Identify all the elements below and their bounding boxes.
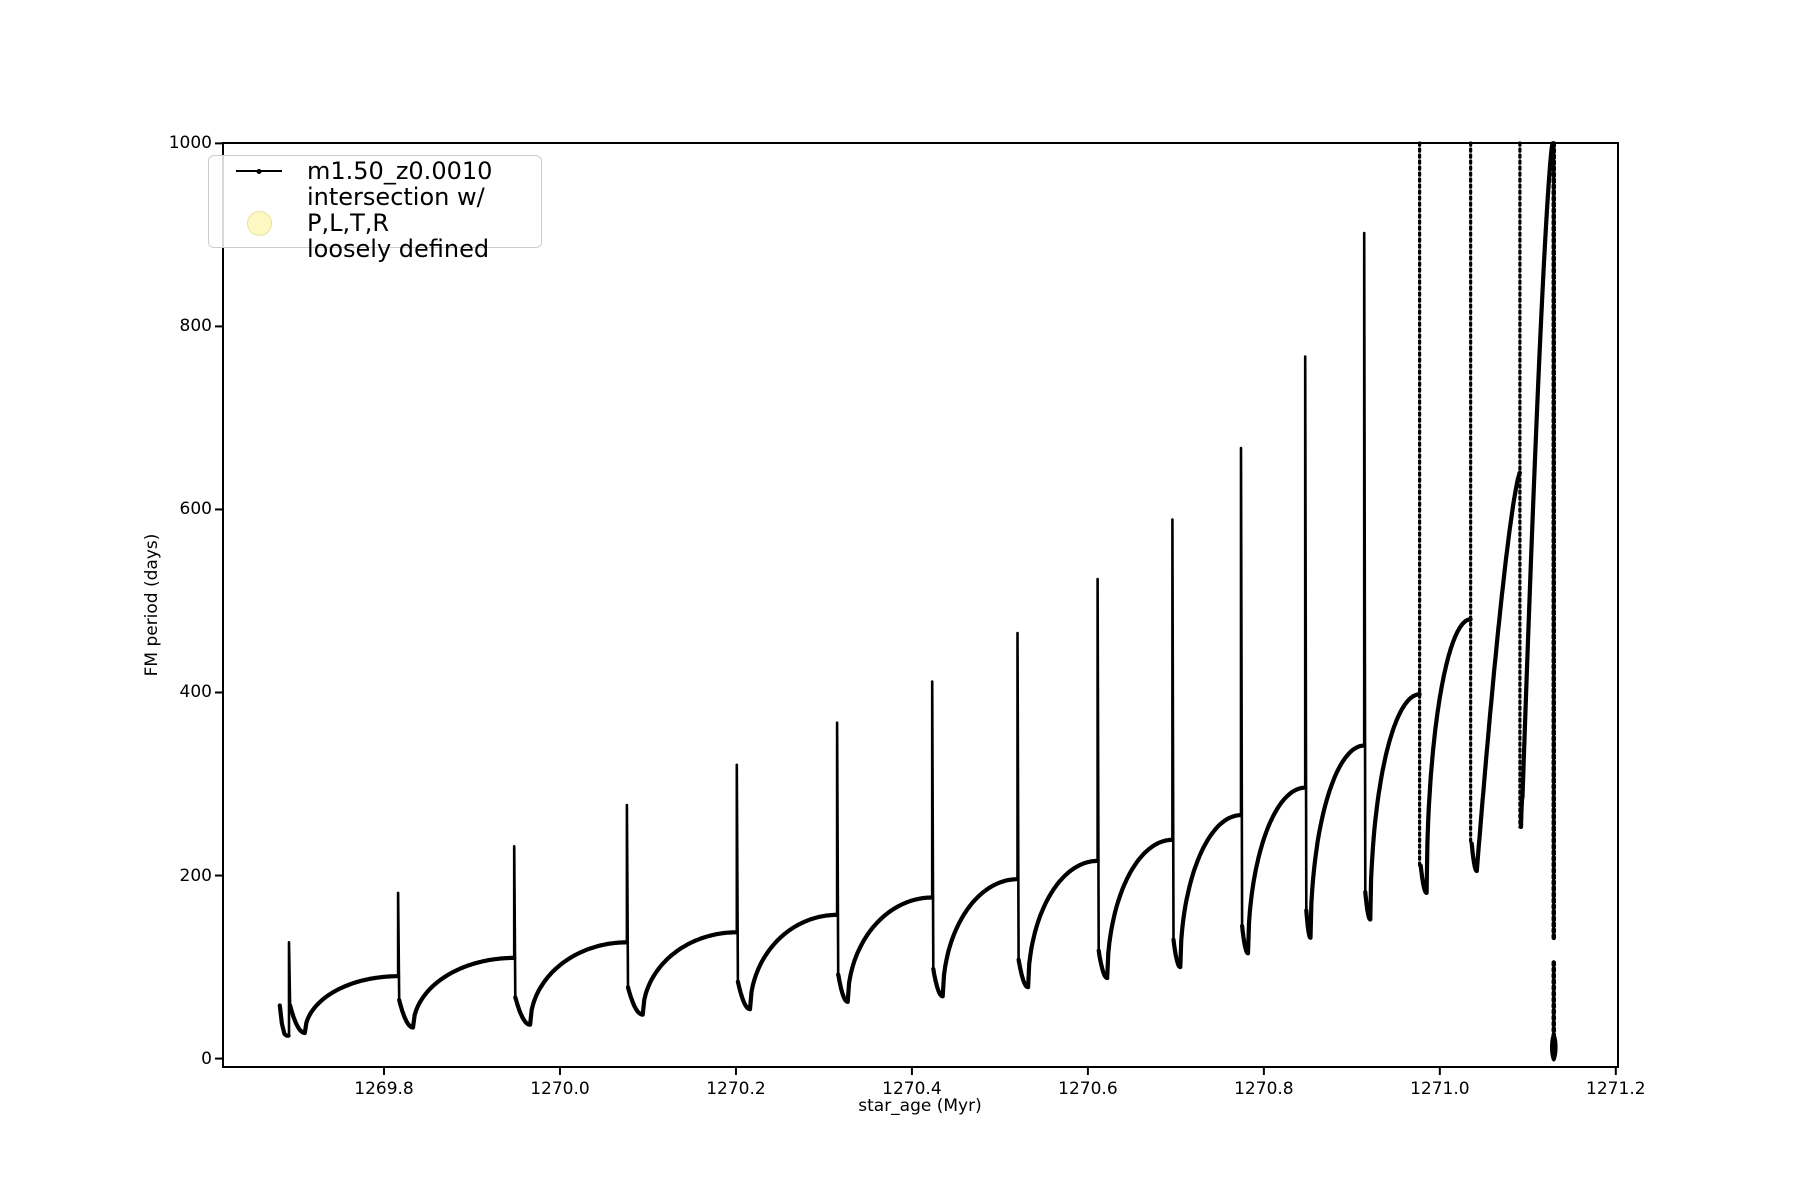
- x-tick-label: 1269.8: [354, 1079, 414, 1099]
- y-tick-label: 0: [201, 1048, 212, 1069]
- legend-entry-intersection: intersection w/ P,L,T,R loosely defined: [209, 184, 541, 262]
- x-tick-label: 1270.6: [1058, 1079, 1118, 1099]
- legend-label: m1.50_z0.0010: [307, 157, 493, 185]
- x-tick-label: 1270.0: [530, 1079, 590, 1099]
- y-tick-label: 600: [179, 499, 212, 520]
- legend-label: intersection w/ P,L,T,R loosely defined: [307, 183, 490, 263]
- x-tick-label: 1271.2: [1586, 1079, 1646, 1099]
- legend-entry-series: m1.50_z0.0010: [209, 158, 541, 184]
- y-tick-label: 800: [179, 316, 212, 337]
- y-axis-label: FM period (days): [142, 533, 162, 677]
- circle-marker-icon: [246, 210, 272, 236]
- line-marker-icon: [236, 168, 282, 174]
- x-tick-label: 1270.4: [882, 1079, 942, 1099]
- legend: m1.50_z0.0010 intersection w/ P,L,T,R lo…: [208, 155, 542, 262]
- x-tick-label: 1270.2: [706, 1079, 766, 1099]
- y-tick-label: 200: [179, 865, 212, 886]
- x-tick-label: 1270.8: [1234, 1079, 1294, 1099]
- y-tick-label: 400: [179, 682, 212, 703]
- x-axis-label: star_age (Myr): [858, 1096, 982, 1116]
- y-tick-label: 1000: [168, 133, 212, 154]
- x-tick-label: 1271.0: [1410, 1079, 1470, 1099]
